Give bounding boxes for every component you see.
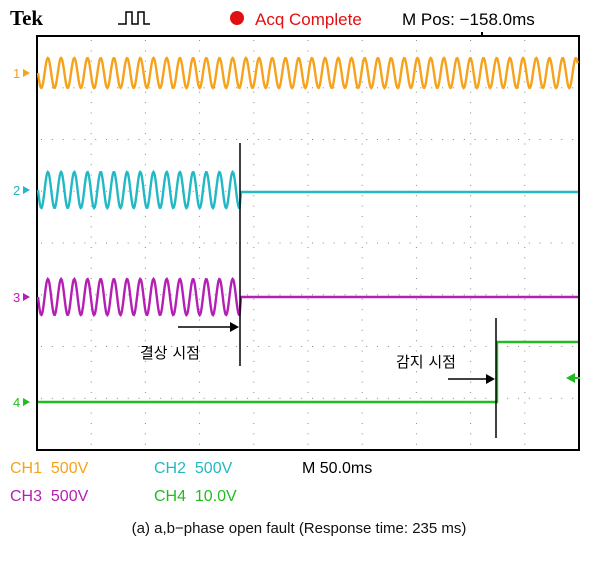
pulse-icon	[118, 11, 150, 25]
ch4-marker-arrow-icon	[23, 398, 30, 406]
fault-point-label: 결상 시점	[140, 344, 200, 362]
ch4-marker: 4	[13, 395, 30, 410]
brand-label: Tek	[10, 6, 43, 30]
ch4-marker-number: 4	[13, 395, 20, 410]
fault-point-arrow-icon	[178, 322, 239, 332]
ch3-marker: 3	[13, 290, 30, 305]
timebase-label: M 50.0ms	[302, 460, 372, 477]
record-dot-icon	[230, 11, 244, 25]
ch2-setting: CH2 500V	[154, 460, 233, 477]
ch2-marker: 2	[13, 183, 30, 198]
ch1-setting: CH1 500V	[10, 460, 89, 477]
mpos-label: M Pos: −158.0ms	[402, 10, 535, 29]
ch4-setting: CH4 10.0V	[154, 488, 237, 505]
ch1-marker: 1	[13, 66, 30, 81]
ch1-marker-arrow-icon	[23, 69, 30, 77]
figure-caption: (a) a,b−phase open fault (Response time:…	[131, 520, 467, 537]
trigger-level-arrow-icon	[566, 373, 580, 383]
ch2-marker-arrow-icon	[23, 186, 30, 194]
ch2-waveform	[36, 169, 578, 211]
ch3-setting: CH3 500V	[10, 488, 89, 505]
ch2-marker-number: 2	[13, 183, 20, 198]
oscilloscope-screen: Tek Acq Complete M Pos: −158.0ms 1 2 3 4 결상…	[10, 6, 580, 505]
ch1-waveform	[36, 56, 579, 90]
detect-point-label: 감지 시점	[396, 353, 456, 371]
ch4-waveform	[38, 340, 578, 404]
detect-point-arrow-icon	[448, 374, 495, 384]
ch3-marker-arrow-icon	[23, 293, 30, 301]
ch3-marker-number: 3	[13, 290, 20, 305]
ch3-waveform	[36, 276, 578, 318]
status-label: Acq Complete	[255, 10, 362, 29]
ch1-marker-number: 1	[13, 66, 20, 81]
